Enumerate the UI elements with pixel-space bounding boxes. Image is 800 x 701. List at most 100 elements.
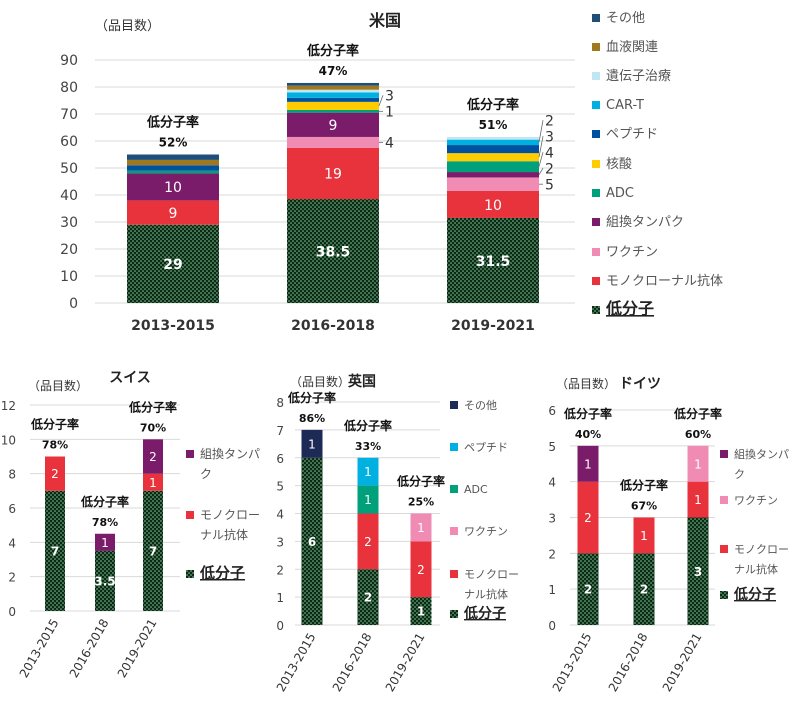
y-tick-label: 7 [276, 424, 284, 438]
legend-label: ADC [606, 186, 634, 201]
legend-label: モノクロー [200, 508, 260, 522]
bar-value-label: 31.5 [476, 254, 511, 270]
legend-item-CAR-T: CAR-T [592, 98, 644, 113]
bar-value-label: 10 [484, 198, 502, 214]
y-axis-label: （品目数） [95, 19, 160, 34]
legend-swatch [592, 130, 600, 138]
rate-value: 70% [140, 421, 166, 434]
bar-value-label: 1 [694, 493, 702, 507]
x-tick-label: 2019-2021 [115, 617, 160, 681]
rate-label: 低分子率 [146, 115, 199, 131]
bar-value-label: 9 [169, 206, 178, 222]
y-tick-label: 6 [276, 452, 284, 466]
bar-segment-低分子 [287, 199, 379, 303]
bar-segment-低分子 [95, 550, 115, 611]
y-tick-label: 0 [69, 296, 78, 312]
legend-label: CAR-T [606, 98, 644, 113]
bar-value-label: 29 [163, 257, 182, 273]
bar-value-label: 4 [385, 136, 394, 152]
label-leader-line [378, 95, 384, 107]
rate-value: 67% [631, 500, 657, 513]
rate-value: 47% [319, 64, 348, 78]
label-leader-line [538, 136, 544, 158]
legend-item-モノクローナル抗体: モノクローナル抗体 [186, 508, 260, 542]
legend-item-モノクローナル抗体: モノクローナル抗体 [592, 274, 723, 289]
bar-segment-低分子 [687, 517, 709, 625]
legend-swatch [720, 496, 728, 504]
bar-segment-低分子 [45, 490, 65, 611]
y-tick-label: 80 [60, 80, 78, 96]
bar-segment-ペプチド [287, 97, 379, 102]
legend-swatch [592, 160, 600, 168]
y-tick-label: 8 [8, 468, 16, 482]
label-leader-line [538, 152, 544, 167]
x-tick-label: 2013-2015 [131, 318, 215, 334]
bar-segment-モノクローナル抗体 [447, 190, 539, 218]
legend-swatch [720, 591, 728, 599]
legend-swatch [592, 248, 600, 256]
bar-value-label: 1 [101, 536, 109, 550]
rate-label: 低分子率 [30, 417, 79, 432]
bar-value-label: 6 [308, 535, 316, 549]
bar-segment-組換タンパク [95, 533, 115, 551]
bar-value-label: 1 [308, 437, 316, 451]
rate-value: 78% [92, 516, 118, 529]
legend-item-ワクチン: ワクチン [450, 525, 508, 538]
bar-group-2016-2018: 3.5 1 低分子率 78% 2016-2018 [67, 494, 129, 680]
bar-segment-核酸 [447, 153, 539, 162]
y-tick-label: 60 [60, 134, 78, 150]
legend-swatch [450, 527, 458, 535]
bar-segment-低分子 [143, 490, 163, 611]
legend-item-組換タンパク: 組換タンパク [720, 448, 789, 481]
bar-value-label: 1 [694, 457, 702, 471]
bar-segment-モノクローナル抗体 [687, 481, 709, 518]
legend-label: ペプチド [464, 441, 508, 454]
bar-value-label: 7 [51, 544, 59, 558]
legend-swatch [450, 485, 458, 493]
y-axis-label: （品目数） [28, 378, 88, 393]
bar-value-label: 2 [51, 467, 59, 481]
legend-label: 組換タンパ [200, 447, 260, 461]
chart-title: ドイツ [619, 376, 661, 392]
legend-label: モノクローナル抗体 [606, 274, 723, 289]
rate-label: 低分子率 [80, 494, 129, 509]
bar-value-label: 2 [149, 450, 157, 464]
y-tick-label: 1 [276, 591, 284, 605]
y-tick-label: 0 [276, 619, 284, 633]
x-tick-label: 2013-2015 [274, 631, 319, 695]
legend-label: 遺伝子治療 [606, 69, 671, 84]
legend-item-ワクチン: ワクチン [592, 245, 658, 260]
legend-item-低分子: 低分子 [720, 586, 776, 603]
legend-label: ク [200, 467, 212, 481]
legend-swatch [186, 570, 194, 578]
bar-value-label: 2 [545, 162, 554, 178]
legend-item-ペプチド: ペプチド [450, 441, 508, 454]
legend-label: ワクチン [464, 525, 508, 538]
bar-value-label: 2 [584, 511, 592, 525]
rate-value: 40% [575, 428, 601, 441]
bar-value-label: 2 [584, 583, 592, 597]
legend-swatch [450, 443, 458, 451]
bar-segment-組換タンパク [577, 445, 599, 482]
legend-swatch [592, 306, 600, 314]
bar-segment-遺伝子治療 [287, 89, 379, 93]
legend-label: その他 [464, 399, 497, 412]
bar-segment-遺伝子治療 [447, 136, 539, 140]
bar-value-label: 1 [149, 476, 157, 490]
y-tick-label: 50 [60, 161, 78, 177]
y-tick-label: 3 [276, 535, 284, 549]
label-leader-line [538, 167, 544, 175]
y-tick-label: 3 [548, 512, 556, 526]
bar-segment-低分子 [301, 457, 323, 625]
bar-segment-ADC [287, 109, 379, 113]
legend-label: 低分子 [605, 299, 654, 318]
x-tick-label: 2016-2018 [291, 318, 375, 334]
rate-label: 低分子率 [619, 478, 668, 493]
y-tick-label: 5 [276, 480, 284, 494]
y-axis-label: （品目数） [556, 376, 616, 391]
bar-value-label: 9 [329, 118, 338, 134]
y-tick-label: 90 [60, 53, 78, 69]
legend-swatch [592, 189, 600, 197]
y-tick-label: 2 [276, 563, 284, 577]
y-tick-label: 0 [8, 605, 16, 619]
